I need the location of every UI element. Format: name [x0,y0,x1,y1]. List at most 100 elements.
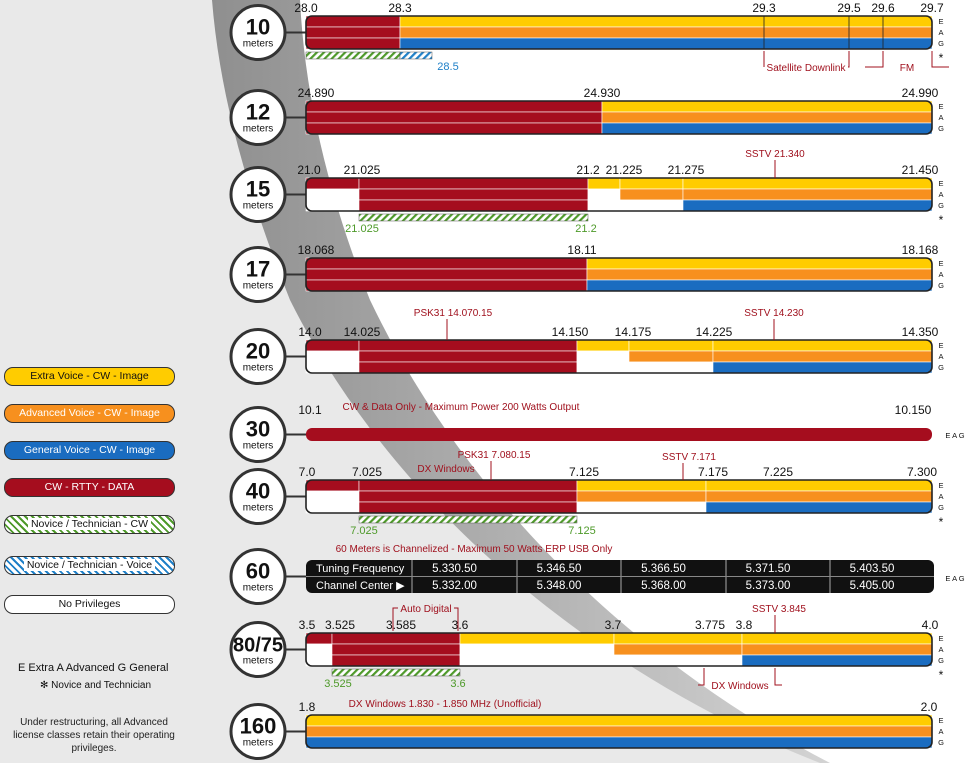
segment-cw [358,199,589,212]
band-outline [305,339,933,374]
freq-label: 18.068 [298,243,335,257]
segment-cw [305,177,360,190]
eag-marks: E A G [945,574,964,583]
strip-novice_cw [331,668,461,677]
eag-marks: E A G [945,431,964,440]
segment-cw [305,632,333,645]
channel-center-value: 5.405.00 [850,580,895,592]
eag-mark: G [938,738,944,747]
freq-label: 7.025 [352,465,382,479]
legend-label: Extra Voice - CW - Image [30,370,149,382]
annotation-bracket [865,51,884,68]
freq-label: 18.11 [567,243,596,257]
annotation-bracket [848,51,850,68]
band-unit-label: meters [243,656,274,667]
tuning-frequency-value: 5.330.50 [432,563,477,575]
segment-advanced [601,111,933,124]
segment-extra [628,339,714,352]
freq-label: 14.175 [615,325,652,339]
segment-general [586,279,933,292]
eag-mark: G [938,39,944,48]
legend-item-advanced: Advanced Voice - CW - Image [4,404,175,423]
novice-star: * [939,51,944,65]
segment-advanced [712,350,933,363]
legend-label: General Voice - CW - Image [23,444,156,456]
eag-mark: A [938,352,943,361]
legend-label: Novice / Technician - Voice [23,559,156,571]
band-outline [305,100,933,135]
band-unit-label: meters [243,201,274,212]
segment-general [305,736,933,749]
freq-label: 3.525 [325,618,355,632]
segment-extra [613,632,743,645]
legend-label: No Privileges [58,598,121,610]
annotation: SSTV 7.171 [662,452,716,463]
segment-cw [305,268,588,281]
segment-cw [305,339,360,352]
band-number: 15 [246,177,270,202]
band-unit-label: meters [243,281,274,292]
segment-advanced [741,643,933,656]
freq-label: 24.890 [298,86,335,100]
segment-none [305,361,360,374]
segment-advanced [628,350,714,363]
freq-label: 14.0 [298,325,322,339]
legend-label: Novice / Technician - CW [27,518,152,530]
eag-mark: E [938,102,943,111]
segment-none [576,501,707,514]
restructuring-note: Under restructuring, all Advanced licens… [13,717,175,754]
segment-none [576,361,630,374]
strip-novice_cw [358,213,589,222]
freq-label: 1.8 [299,700,316,714]
annotation: 60 Meters is Channelized - Maximum 50 Wa… [336,544,613,555]
strip-novice_cw [305,51,401,60]
freq-label: 4.0 [922,618,939,632]
freq-label: 7.0 [299,465,316,479]
segment-advanced [613,643,743,656]
segment-extra [576,339,630,352]
freq-label: 14.225 [696,325,733,339]
legend-item-extra: Extra Voice - CW - Image [4,367,175,386]
segment-none [587,199,621,212]
freq-label: 24.930 [584,86,621,100]
legend-item-cw: CW - RTTY - DATA [4,478,175,497]
annotation: SSTV 21.340 [745,149,805,160]
channel-center-value: 5.368.00 [641,580,686,592]
segment-cw [358,350,578,363]
channel-center-value: 5.332.00 [432,580,477,592]
novice-freq-label: 3.6 [450,678,465,690]
eag-mark: G [938,656,944,665]
novice-star: * [939,213,944,227]
freq-label: 14.025 [344,325,381,339]
novice-freq-label: 3.525 [324,678,352,690]
freq-label: 29.3 [752,1,776,15]
segment-cw [305,37,401,50]
eag-mark: A [938,270,943,279]
segment-advanced [576,490,707,503]
channel-center-label: Channel Center ▶ [316,580,405,592]
eag-mark: E [938,634,943,643]
annotation: SSTV 3.845 [752,604,806,615]
freq-label: 10.150 [895,403,932,417]
freq-label: 21.0 [297,163,321,177]
annotation: Satellite Downlink [767,63,847,74]
license-key-abbrev: E Extra A Advanced G General [18,662,169,674]
band-number: 20 [246,339,270,364]
segment-none [305,490,360,503]
band-outline [305,15,933,50]
eag-mark: G [938,281,944,290]
segment-cw [305,15,401,28]
legend-item-general: General Voice - CW - Image [4,441,175,460]
freq-label: 21.025 [344,163,381,177]
annotation: SSTV 14.230 [744,308,804,319]
segment-cw [358,339,578,352]
eag-mark: A [938,190,943,199]
segment-cw [305,479,360,492]
freq-label: 29.6 [871,1,895,15]
band-number: 12 [246,100,270,125]
eag-mark: A [938,492,943,501]
